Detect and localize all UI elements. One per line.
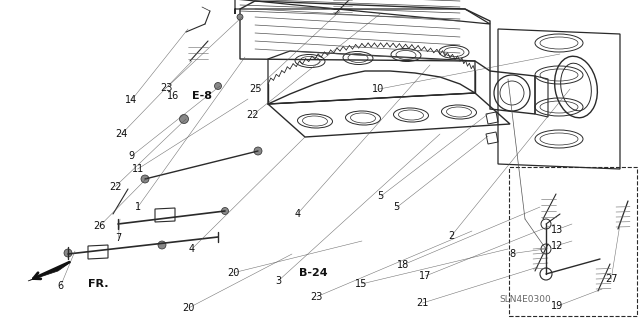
Text: 12: 12	[550, 241, 563, 251]
Polygon shape	[28, 264, 68, 281]
Text: B-24: B-24	[300, 268, 328, 278]
Text: 22: 22	[109, 182, 122, 192]
Text: 20: 20	[182, 303, 195, 313]
Text: E-8: E-8	[191, 91, 212, 101]
Circle shape	[254, 147, 262, 155]
Text: FR.: FR.	[88, 279, 109, 289]
Text: 23: 23	[310, 292, 323, 302]
Text: 17: 17	[419, 271, 432, 281]
Circle shape	[141, 175, 149, 183]
Text: 25: 25	[250, 84, 262, 94]
Circle shape	[64, 249, 72, 257]
Text: SLN4E0300: SLN4E0300	[499, 295, 550, 304]
Text: 19: 19	[550, 301, 563, 311]
Text: 27: 27	[605, 274, 618, 284]
Text: 3: 3	[275, 276, 282, 286]
Text: 11: 11	[131, 164, 144, 174]
Text: 4: 4	[189, 244, 195, 254]
Text: 5: 5	[378, 191, 384, 201]
Text: 24: 24	[115, 129, 128, 139]
Circle shape	[158, 241, 166, 249]
Circle shape	[214, 83, 221, 90]
Text: 15: 15	[355, 279, 368, 289]
Text: 6: 6	[58, 280, 64, 291]
Text: 18: 18	[397, 260, 410, 270]
Bar	[509, 167, 637, 316]
Text: 10: 10	[371, 84, 384, 94]
Text: 22: 22	[246, 110, 259, 120]
Text: 14: 14	[125, 95, 138, 106]
Text: 2: 2	[448, 231, 454, 241]
Text: 26: 26	[93, 221, 106, 232]
Text: 4: 4	[294, 209, 301, 219]
Text: 5: 5	[394, 202, 400, 212]
Text: 7: 7	[115, 233, 122, 243]
Text: 1: 1	[134, 202, 141, 212]
Circle shape	[179, 115, 189, 123]
Text: 9: 9	[128, 151, 134, 161]
Text: 20: 20	[227, 268, 240, 278]
Text: 16: 16	[166, 91, 179, 101]
Text: 21: 21	[416, 298, 429, 308]
Circle shape	[237, 14, 243, 20]
Circle shape	[221, 207, 228, 214]
Text: 8: 8	[509, 249, 515, 259]
Text: 23: 23	[160, 83, 173, 93]
Text: 13: 13	[550, 225, 563, 235]
